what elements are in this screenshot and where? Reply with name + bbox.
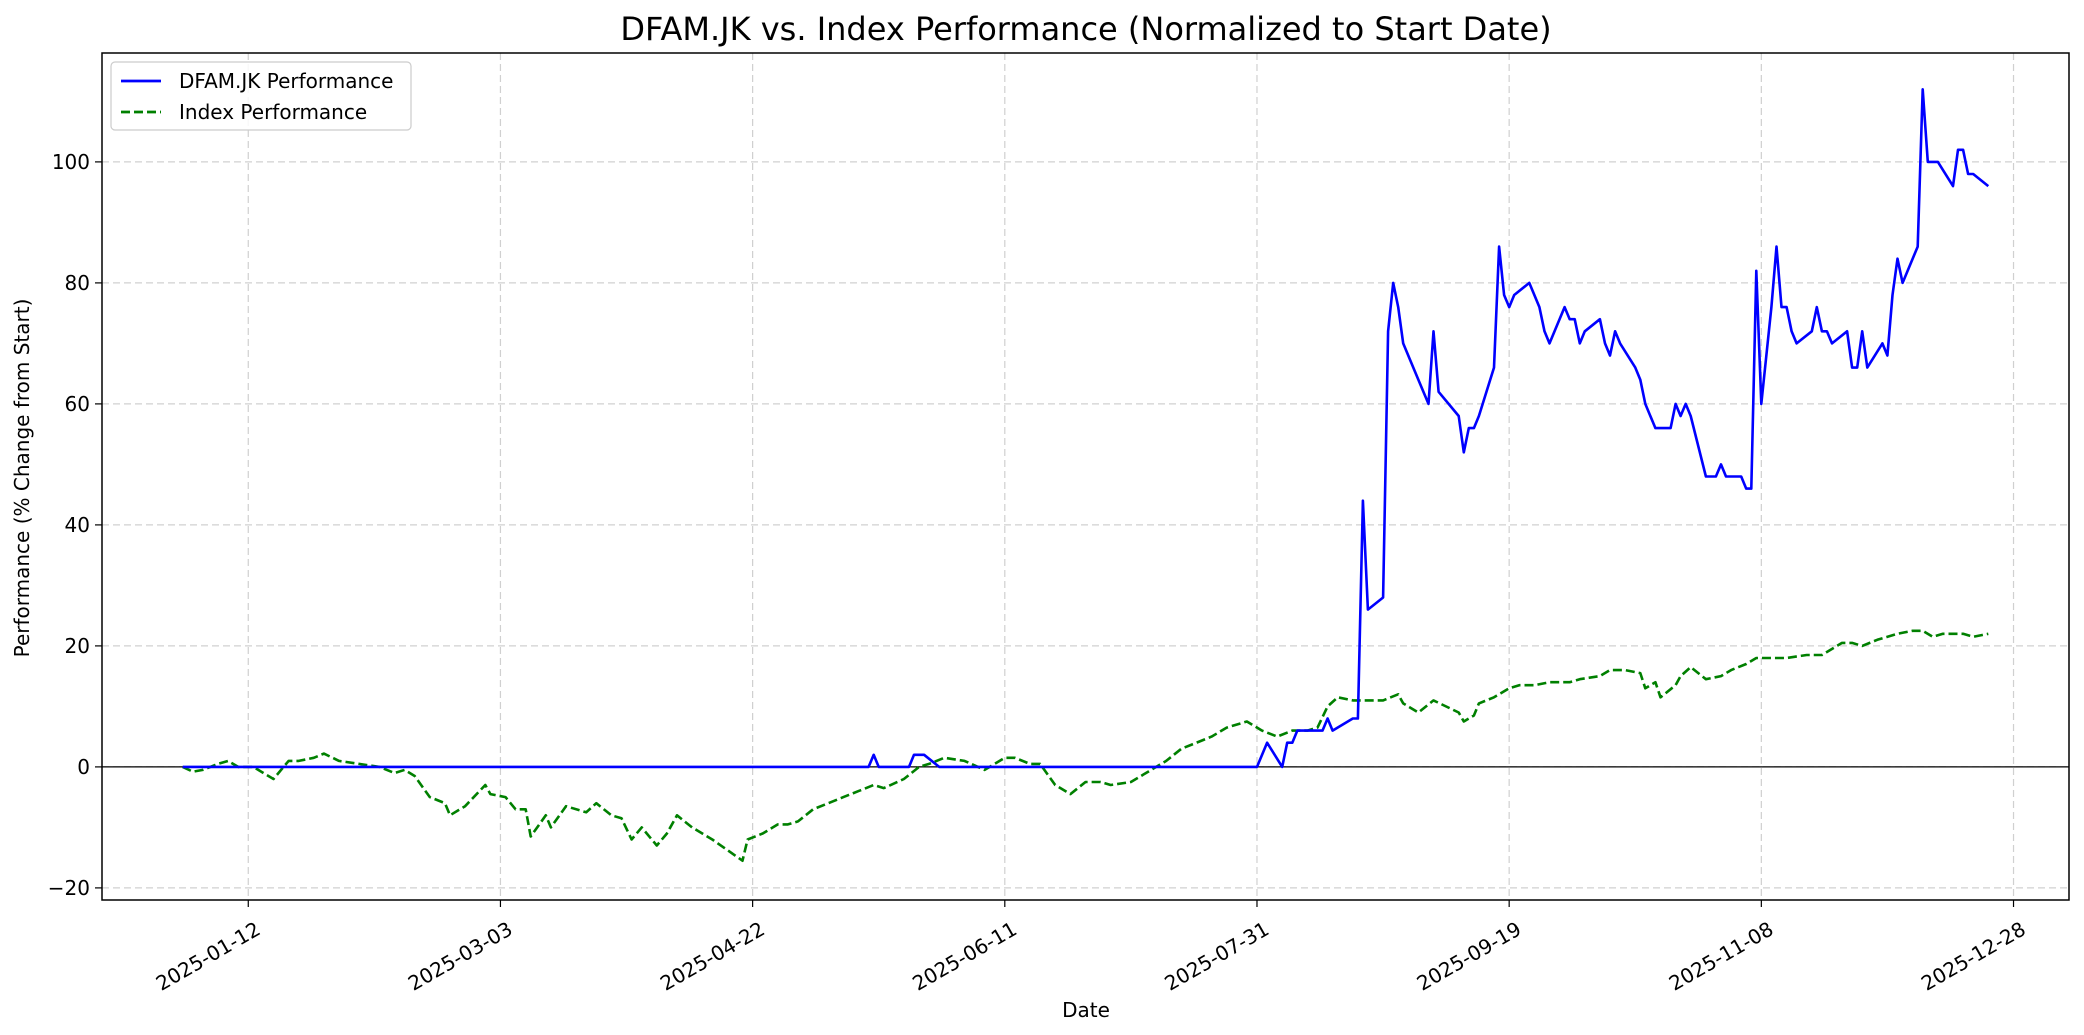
chart-title: DFAM.JK vs. Index Performance (Normalize…	[620, 10, 1551, 48]
legend-label-dfam: DFAM.JK Performance	[179, 69, 393, 93]
y-axis-ticks: −20 0 20 40 60 80 100	[48, 150, 102, 900]
y-tick-label: 0	[77, 755, 90, 779]
series-line-1	[182, 629, 1989, 862]
series-layer	[182, 88, 1990, 862]
y-axis-label: Performance (% Change from Start)	[10, 299, 34, 658]
legend-box	[110, 61, 412, 131]
y-tick-label: 100	[52, 150, 90, 174]
y-tick-label: 60	[65, 392, 90, 416]
legend-label-index: Index Performance	[179, 100, 367, 124]
series-line-0	[182, 88, 1990, 769]
plot-frame	[101, 52, 2070, 901]
y-tick-label: −20	[48, 876, 90, 900]
legend: DFAM.JK Performance Index Performance	[110, 61, 412, 131]
y-tick-label: 80	[65, 271, 90, 295]
x-axis-label: Date	[1062, 998, 1110, 1022]
y-tick-label: 20	[65, 634, 90, 658]
y-tick-label: 40	[65, 513, 90, 537]
